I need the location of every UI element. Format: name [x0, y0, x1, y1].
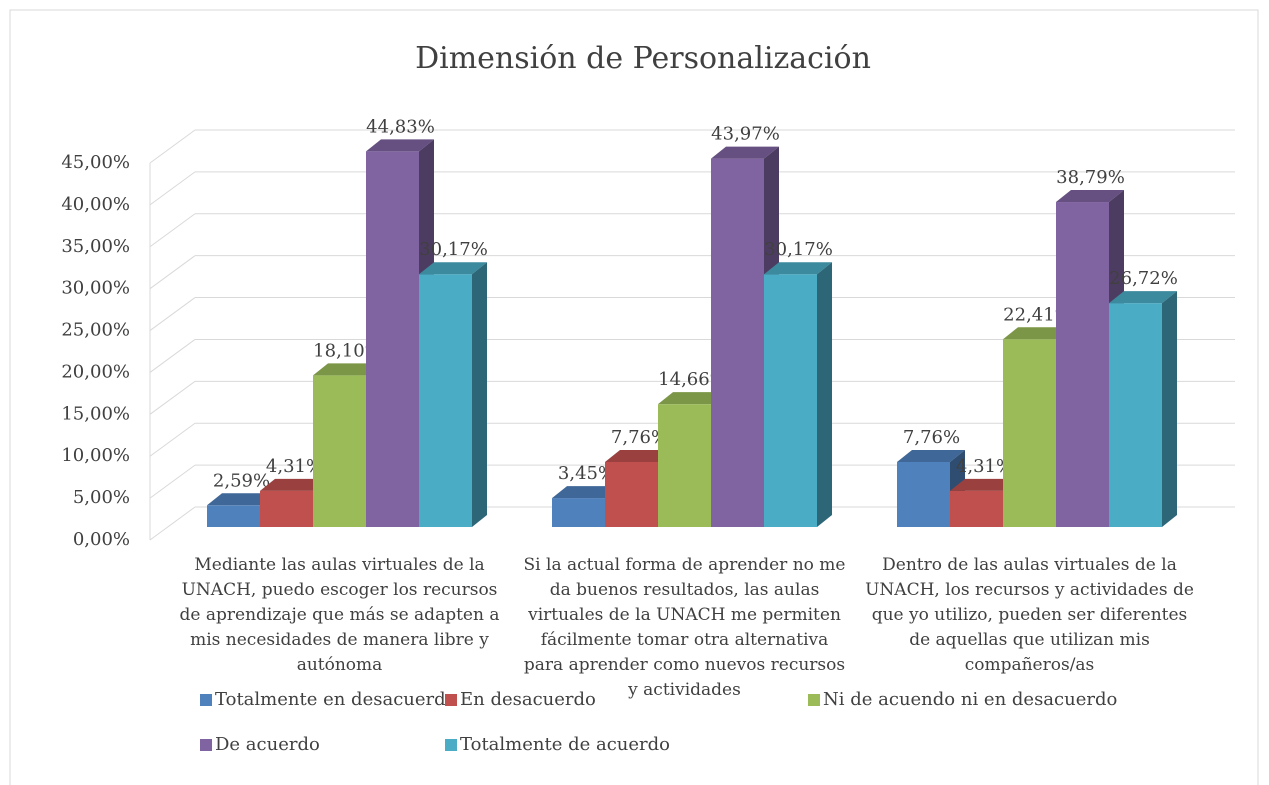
- bar-top: [552, 486, 620, 499]
- chart-border: [9, 9, 1259, 785]
- bar-side: [817, 262, 832, 527]
- grid-line: [149, 380, 196, 415]
- grid-line: [149, 339, 196, 373]
- grid-line: [149, 506, 196, 541]
- bar: [1109, 303, 1162, 527]
- data-label: 38,79%: [1056, 167, 1125, 188]
- legend-label: Totalmente de acuerdo: [460, 734, 670, 755]
- y-tick-label: 45,00%: [61, 152, 130, 173]
- y-tick-label: 35,00%: [61, 236, 130, 257]
- bar: [605, 461, 658, 527]
- data-label: 22,41%: [1003, 304, 1072, 325]
- data-label: 14,66%: [658, 369, 727, 390]
- data-label: 7,76%: [903, 427, 960, 448]
- grid-line: [149, 422, 196, 457]
- grid-line: [149, 297, 196, 331]
- bar: [711, 158, 764, 528]
- y-tick-label: 15,00%: [61, 403, 130, 424]
- legend-swatch: [445, 739, 457, 751]
- x-tick-label: Dentro de las aulas virtuales de la UNAC…: [865, 555, 1194, 675]
- bar-top: [419, 262, 487, 275]
- legend-label: Ni de acuendo ni en desacuerdo: [823, 689, 1117, 710]
- legend-label: De acuerdo: [215, 734, 320, 755]
- bar-top: [366, 139, 434, 152]
- bar-top: [207, 493, 275, 506]
- bar: [313, 375, 366, 527]
- data-label: 2,59%: [213, 470, 270, 491]
- grid-line: [149, 129, 196, 164]
- data-label: 18,10%: [313, 340, 382, 361]
- grid-line: [149, 171, 196, 206]
- grid-line: [149, 464, 196, 499]
- bar-side: [1162, 291, 1177, 527]
- bar-side: [472, 262, 487, 527]
- bar-top: [950, 478, 1018, 491]
- bar-top: [1109, 291, 1177, 304]
- legend-swatch: [200, 739, 212, 751]
- bar: [1003, 339, 1056, 527]
- chart-title: Dimensión de Personalización: [415, 41, 871, 76]
- bar-top: [658, 392, 726, 405]
- legend-swatch: [200, 694, 212, 706]
- data-label: 30,17%: [764, 239, 833, 260]
- y-tick-label: 5,00%: [73, 487, 130, 508]
- bar: [1056, 202, 1109, 527]
- y-tick-label: 20,00%: [61, 361, 130, 382]
- y-tick-label: 10,00%: [61, 445, 130, 466]
- bar-top: [897, 449, 965, 462]
- x-tick-label: Mediante las aulas virtuales de la UNACH…: [179, 555, 500, 675]
- bar-top: [1056, 190, 1124, 203]
- data-label: 44,83%: [366, 116, 435, 137]
- grid-line: [149, 213, 196, 248]
- bar: [658, 404, 711, 527]
- bar-top: [605, 449, 673, 462]
- y-tick-label: 0,00%: [73, 529, 130, 550]
- bar: [897, 461, 950, 527]
- y-tick-label: 30,00%: [61, 278, 130, 299]
- bar-top: [764, 262, 832, 275]
- legend-label: En desacuerdo: [460, 689, 596, 710]
- data-label: 30,17%: [419, 239, 488, 260]
- data-label: 43,97%: [711, 124, 780, 145]
- data-label: 7,76%: [611, 427, 668, 448]
- y-tick-label: 25,00%: [61, 320, 130, 341]
- legend-swatch: [445, 694, 457, 706]
- data-label: 3,45%: [558, 463, 615, 484]
- legend-swatch: [808, 694, 820, 706]
- bar: [950, 490, 1003, 527]
- bar: [207, 505, 260, 527]
- y-tick-label: 40,00%: [61, 194, 130, 215]
- legend-label: Totalmente en desacuerdo: [215, 689, 457, 710]
- bar: [764, 274, 817, 527]
- bar: [366, 151, 419, 527]
- bar: [260, 490, 313, 527]
- data-label: 26,72%: [1109, 268, 1178, 289]
- bar-top: [260, 478, 328, 491]
- bar: [419, 274, 472, 527]
- grid-line: [149, 255, 196, 290]
- bar: [552, 498, 605, 527]
- bar-top: [1003, 327, 1071, 340]
- bar-top: [711, 146, 779, 159]
- x-tick-label: Si la actual forma de aprender no me da …: [523, 555, 846, 700]
- data-label: 4,31%: [956, 456, 1013, 477]
- data-label: 4,31%: [266, 456, 323, 477]
- bar-top: [313, 363, 381, 376]
